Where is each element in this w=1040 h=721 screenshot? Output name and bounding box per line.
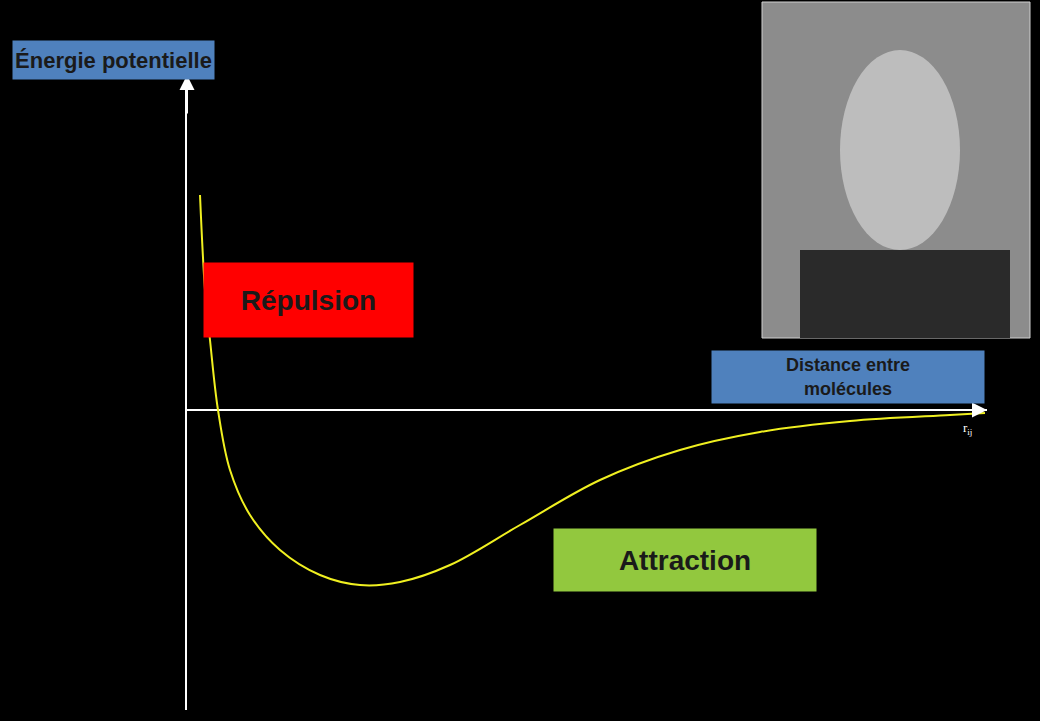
svg-text:Distance entremolécules: Distance entremolécules <box>786 355 910 398</box>
svg-text:Attraction: Attraction <box>619 545 751 576</box>
svg-text:Répulsion: Répulsion <box>241 285 376 316</box>
svg-text:Énergie potentielle: Énergie potentielle <box>15 48 212 73</box>
svg-text:r​ij​: r​ij​ <box>963 420 972 437</box>
